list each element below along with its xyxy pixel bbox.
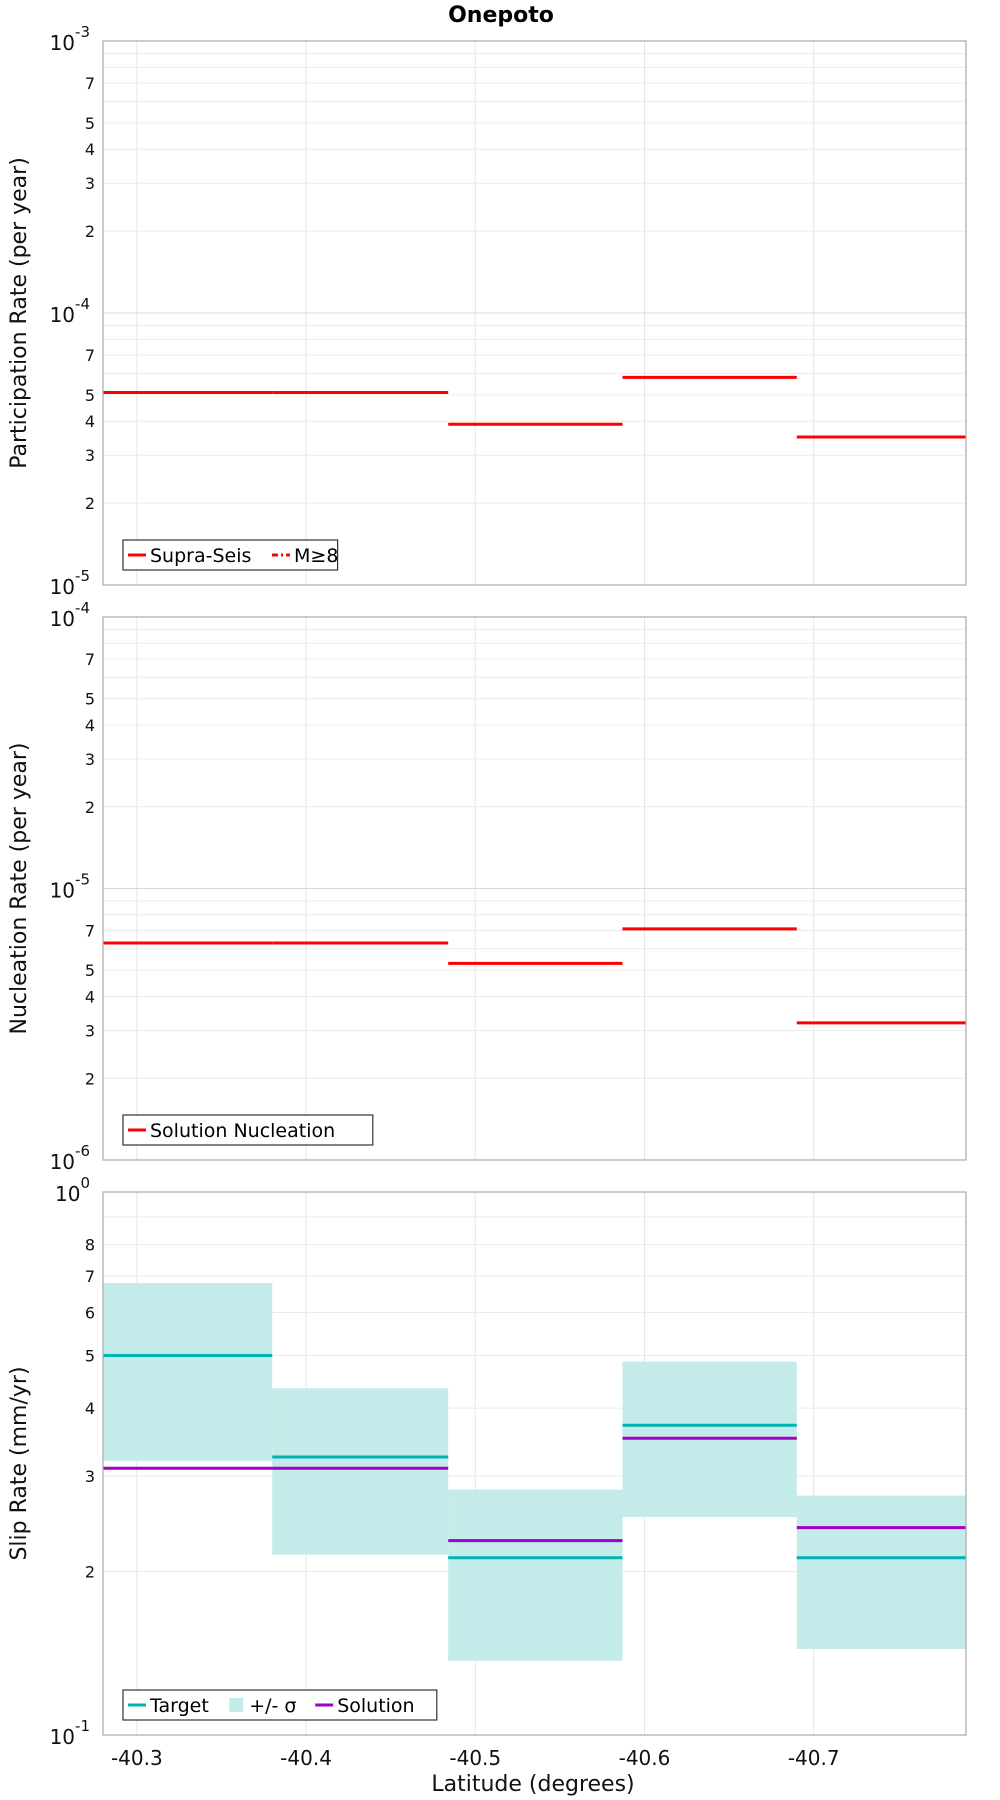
legend-box bbox=[122, 539, 339, 571]
x-tick-label: -40.4 bbox=[280, 1746, 332, 1770]
y-decade-label: 10-1 bbox=[50, 1717, 90, 1749]
series-supra-seis bbox=[103, 375, 966, 439]
y-minor-tick-label: 7 bbox=[85, 346, 95, 365]
legend-label: Target bbox=[149, 1695, 209, 1717]
y-minor-tick-label: 7 bbox=[85, 74, 95, 93]
y-minor-tick-label: 3 bbox=[85, 1021, 95, 1040]
y-minor-tick-label: 2 bbox=[85, 494, 95, 513]
y-minor-tick-label: 7 bbox=[85, 650, 95, 669]
y-minor-tick-label: 6 bbox=[85, 1303, 95, 1322]
y-minor-tick-label: 3 bbox=[85, 750, 95, 769]
y-axis-label: Nucleation Rate (per year) bbox=[7, 743, 32, 1035]
panel-3: 10-1 100 2 3 4 5 6 7 8 Slip Rate (mm/yr) Target +/-… bbox=[7, 1174, 967, 1770]
grid bbox=[103, 617, 966, 1161]
legend-box bbox=[122, 1689, 438, 1721]
x-tick-labels: -40.3 -40.4 -40.5 -40.6 -40.7 bbox=[111, 1746, 840, 1770]
legend[interactable]: Supra-Seis M≥8 bbox=[122, 539, 339, 571]
sigma-band bbox=[103, 1282, 273, 1461]
series-target bbox=[103, 1353, 966, 1560]
y-minor-tick-label: 3 bbox=[85, 174, 95, 193]
y-minor-tick-label: 4 bbox=[85, 716, 95, 735]
legend-swatch-fill bbox=[229, 1698, 244, 1712]
y-axis-label: Slip Rate (mm/yr) bbox=[7, 1366, 32, 1560]
legend[interactable]: Target +/- σ Solution bbox=[122, 1689, 438, 1721]
legend-box bbox=[122, 1114, 374, 1146]
x-tick-label: -40.3 bbox=[111, 1746, 163, 1770]
x-tick-label: -40.6 bbox=[619, 1746, 671, 1770]
sigma-band bbox=[448, 1489, 623, 1661]
panel-1: 10-5 10-4 10-3 2 2 3 3 4 4 5 5 7 7 Participation Rate… bbox=[7, 23, 967, 599]
y-decade-label: 10-4 bbox=[50, 295, 90, 327]
y-minor-tick-label: 5 bbox=[85, 114, 95, 133]
x-axis-label: Latitude (degrees) bbox=[431, 1772, 634, 1797]
legend-label: Solution bbox=[337, 1695, 414, 1717]
y-minor-tick-label: 7 bbox=[85, 1267, 95, 1286]
legend-label: M≥8 bbox=[294, 545, 338, 567]
y-minor-tick-label: 2 bbox=[85, 798, 95, 817]
y-decade-label: 10-5 bbox=[50, 871, 90, 903]
y-decade-label: 100 bbox=[55, 1174, 90, 1206]
figure-title: Onepoto bbox=[448, 3, 554, 28]
y-minor-tick-label: 3 bbox=[85, 1467, 95, 1486]
legend[interactable]: Solution Nucleation bbox=[122, 1114, 374, 1146]
y-minor-tick-label: 3 bbox=[85, 446, 95, 465]
series-solution-nucleation bbox=[103, 927, 966, 1025]
x-tick-label: -40.7 bbox=[788, 1746, 840, 1770]
y-minor-tick-label: 2 bbox=[85, 222, 95, 241]
panel-2: 10-6 10-5 10-4 2 2 3 3 4 4 5 5 7 7 Nucleation Rate (p… bbox=[7, 599, 967, 1174]
series-solution bbox=[103, 1436, 966, 1543]
y-minor-tick-label: 5 bbox=[85, 961, 95, 980]
y-decade-label: 10-6 bbox=[50, 1142, 90, 1174]
y-minor-tick-label: 5 bbox=[85, 386, 95, 405]
plot-frame bbox=[102, 40, 967, 586]
sigma-band bbox=[272, 1388, 449, 1555]
y-axis-label: Participation Rate (per year) bbox=[7, 157, 32, 469]
y-minor-tick-label: 7 bbox=[85, 922, 95, 941]
y-decade-label: 10-5 bbox=[50, 567, 90, 599]
legend-label: Solution Nucleation bbox=[150, 1120, 335, 1142]
plot-frame bbox=[102, 616, 967, 1161]
legend-label: Supra-Seis bbox=[150, 545, 251, 567]
y-minor-tick-label: 4 bbox=[85, 988, 95, 1007]
y-minor-tick-label: 2 bbox=[85, 1563, 95, 1582]
y-decade-label: 10-4 bbox=[50, 599, 90, 631]
y-decade-label: 10-3 bbox=[50, 23, 90, 55]
y-minor-tick-label: 5 bbox=[85, 1346, 95, 1365]
y-minor-tick-label: 5 bbox=[85, 690, 95, 709]
legend-label: +/- σ bbox=[249, 1695, 296, 1717]
y-minor-tick-label: 8 bbox=[85, 1236, 95, 1255]
x-tick-label: -40.5 bbox=[449, 1746, 501, 1770]
plot-frame bbox=[102, 1191, 967, 1736]
y-minor-tick-label: 2 bbox=[85, 1069, 95, 1088]
y-minor-tick-label: 4 bbox=[85, 1399, 95, 1418]
grid bbox=[103, 41, 966, 586]
y-minor-tick-label: 4 bbox=[85, 140, 95, 159]
sigma-band bbox=[796, 1495, 966, 1650]
y-minor-tick-label: 4 bbox=[85, 412, 95, 431]
